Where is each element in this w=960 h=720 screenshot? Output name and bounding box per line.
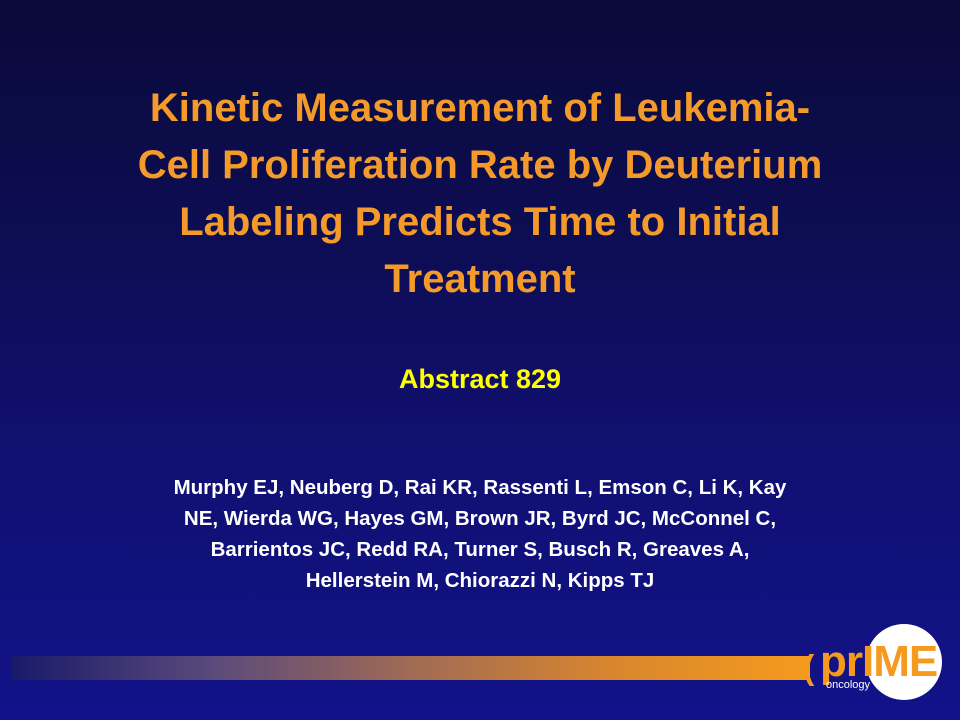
logo-word-i: I xyxy=(862,637,874,686)
logo-circle xyxy=(866,624,942,700)
title-line: Labeling Predicts Time to Initial xyxy=(179,200,781,244)
decorative-gradient-bar xyxy=(12,656,810,680)
abstract-number: Abstract 829 xyxy=(398,364,562,394)
author-line: Hellerstein M, Chiorazzi N, Kipps TJ xyxy=(305,569,655,592)
title-line: Cell Proliferation Rate by Deuterium xyxy=(137,143,823,187)
author-line: NE, Wierda WG, Hayes GM, Brown JR, Byrd … xyxy=(183,507,777,530)
slide-title: Kinetic Measurement of Leukemia- Cell Pr… xyxy=(40,80,920,308)
logo-word-me: ME xyxy=(873,637,938,686)
logo-word-pr: pr xyxy=(820,637,863,686)
logo-wordmark: prIME xyxy=(820,637,938,687)
logo-subtitle: oncology xyxy=(826,679,871,691)
author-line: Murphy EJ, Neuberg D, Rai KR, Rassenti L… xyxy=(173,476,787,499)
author-list: Murphy EJ, Neuberg D, Rai KR, Rassenti L… xyxy=(40,472,920,596)
title-line: Treatment xyxy=(384,257,576,301)
author-line: Barrientos JC, Redd RA, Turner S, Busch … xyxy=(210,538,750,561)
title-line: Kinetic Measurement of Leukemia- xyxy=(149,86,811,130)
logo-paren: ( xyxy=(803,649,815,687)
